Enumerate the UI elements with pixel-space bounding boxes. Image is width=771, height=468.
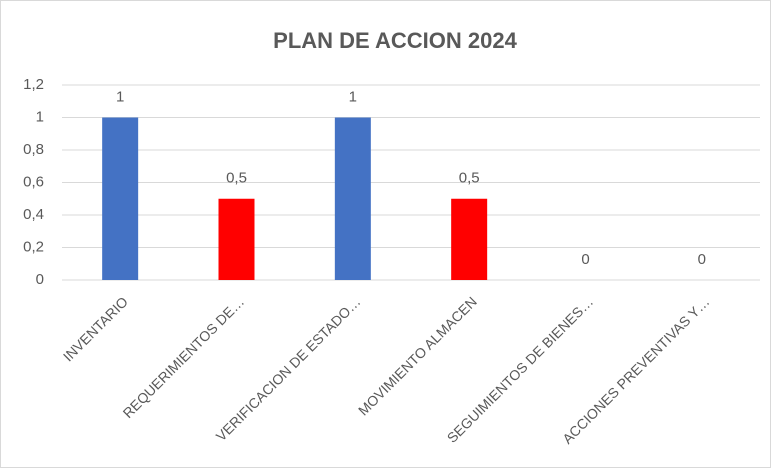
- y-tick-label: 0,6: [23, 173, 44, 190]
- data-label: 0: [698, 251, 706, 268]
- y-tick-label: 0,4: [23, 206, 44, 223]
- bar: [451, 198, 488, 280]
- data-label: 0: [581, 251, 589, 268]
- data-label: 1: [349, 88, 357, 105]
- chart-title: PLAN DE ACCION 2024: [273, 28, 517, 53]
- bar: [334, 117, 371, 280]
- y-tick-label: 0,8: [23, 141, 44, 158]
- y-tick-label: 0: [36, 271, 44, 288]
- data-label: 0,5: [459, 170, 480, 187]
- bar: [218, 198, 255, 280]
- y-tick-label: 1,2: [23, 76, 44, 93]
- data-label: 0,5: [226, 170, 247, 187]
- data-label: 1: [116, 88, 124, 105]
- y-tick-label: 1: [36, 108, 44, 125]
- y-tick-label: 0,2: [23, 238, 44, 255]
- bar: [102, 117, 139, 280]
